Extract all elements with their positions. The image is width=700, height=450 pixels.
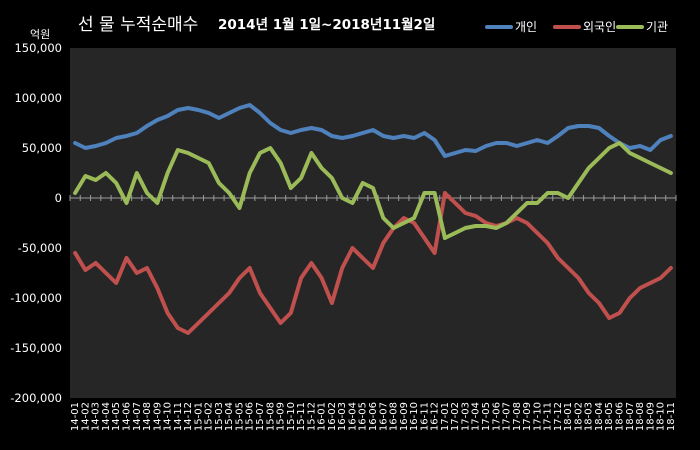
x-tick-label: 15-07 [255, 402, 266, 431]
y-tick-label: -50,000 [18, 241, 62, 255]
x-tick-label: 14-12 [183, 402, 194, 431]
x-tick-label: 18-02 [573, 402, 584, 431]
x-tick-label: 16-12 [430, 402, 441, 431]
x-tick-label: 17-09 [522, 402, 533, 431]
y-unit-label: 억원 [30, 28, 50, 41]
x-tick-label: 15-11 [296, 402, 307, 431]
x-tick-label: 16-04 [347, 402, 358, 431]
x-tick-label: 17-06 [491, 402, 502, 431]
y-tick-label: -100,000 [10, 291, 62, 305]
x-tick-label: 17-02 [450, 402, 461, 431]
legend: 개인 외국인 기관 [485, 20, 668, 34]
x-tick-label: 18-09 [645, 402, 656, 431]
x-tick-label: 14-04 [101, 402, 112, 431]
x-tick-label: 17-12 [553, 402, 564, 431]
x-tick-label: 17-11 [543, 402, 554, 431]
x-tick-label: 15-04 [224, 402, 235, 431]
x-tick-label: 14-06 [121, 402, 132, 431]
x-tick-label: 17-04 [471, 402, 482, 431]
x-tick-label: 14-03 [91, 402, 102, 431]
x-tick-label: 18-04 [594, 402, 605, 431]
x-tick-label: 15-02 [204, 402, 215, 431]
y-tick-label: 100,000 [14, 91, 62, 105]
y-tick-label: 0 [55, 191, 62, 205]
legend-label: 기관 [646, 20, 668, 34]
x-tick-label: 17-03 [460, 402, 471, 431]
series-line-외국인 [73, 191, 673, 335]
legend-label: 외국인 [583, 20, 616, 34]
x-tick-label: 16-08 [389, 402, 400, 431]
x-tick-label: 15-10 [286, 402, 297, 431]
x-tick-label: 14-11 [173, 402, 184, 431]
x-tick-label: 18-08 [635, 402, 646, 431]
x-tick-label: 16-11 [419, 402, 430, 431]
x-tick-label: 18-06 [615, 402, 626, 431]
x-tick-label: 18-05 [604, 402, 615, 431]
x-tick-label: 16-10 [409, 402, 420, 431]
x-tick-label: 17-10 [532, 402, 543, 431]
x-tick-label: 18-03 [584, 402, 595, 431]
x-tick-label: 15-06 [245, 402, 256, 431]
series-line-기관 [73, 141, 673, 240]
x-tick-label: 15-05 [234, 402, 245, 431]
x-tick-label: 14-01 [70, 402, 81, 431]
x-tick-label: 15-09 [276, 402, 287, 431]
x-tick-label: 16-06 [368, 402, 379, 431]
y-tick-label: 50,000 [22, 141, 62, 155]
x-tick-label: 14-10 [163, 402, 174, 431]
x-tick-label: 18-11 [666, 402, 677, 431]
x-tick-label: 14-08 [142, 402, 153, 431]
x-tick-label: 14-09 [152, 402, 163, 431]
y-tick-label: -200,000 [10, 391, 62, 405]
x-tick-label: 16-03 [337, 402, 348, 431]
x-tick-label: 17-05 [481, 402, 492, 431]
y-axis-ticks: 150,000 100,000 50,000 0 -50,000 -100,000 -150… [10, 41, 677, 405]
x-tick-label: 15-03 [214, 402, 225, 431]
x-tick-label: 17-07 [502, 402, 513, 431]
x-tick-label: 14-05 [111, 402, 122, 431]
chart-subtitle: 2014년 1월 1일~2018년11월2일 [218, 16, 435, 33]
x-tick-label: 14-02 [80, 402, 91, 431]
x-tick-label: 18-10 [656, 402, 667, 431]
series-line-개인 [73, 103, 673, 158]
x-axis-ticks: 14-01 14-02 14-03 14-04 14-05 14-06 14-07 14-08… [70, 402, 677, 431]
plot-area [70, 48, 676, 398]
chart-title: 선 물 누적순매수 [78, 15, 198, 35]
x-tick-label: 17-01 [440, 402, 451, 431]
x-tick-label: 18-07 [625, 402, 636, 431]
x-tick-label: 14-07 [132, 402, 143, 431]
x-tick-label: 15-01 [193, 402, 204, 431]
x-tick-label: 18-01 [563, 402, 574, 431]
x-tick-label: 15-12 [306, 402, 317, 431]
series-lines [73, 103, 673, 335]
x-tick-label: 17-08 [512, 402, 523, 431]
x-tick-label: 16-07 [378, 402, 389, 431]
y-tick-label: -150,000 [10, 341, 62, 355]
y-tick-label: 150,000 [14, 41, 62, 55]
x-tick-label: 16-09 [399, 402, 410, 431]
x-tick-label: 16-05 [358, 402, 369, 431]
x-tick-label: 15-08 [265, 402, 276, 431]
x-tick-label: 16-01 [317, 402, 328, 431]
x-tick-label: 16-02 [327, 402, 338, 431]
legend-label: 개인 [515, 20, 537, 34]
